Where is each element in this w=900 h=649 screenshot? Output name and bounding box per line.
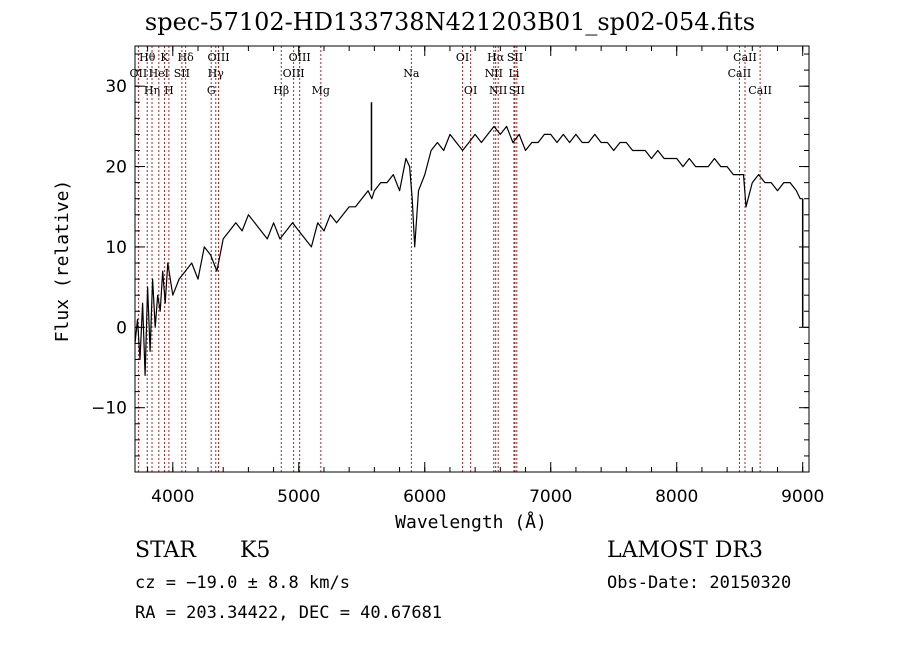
- line-label: NII: [489, 84, 507, 97]
- line-label: K: [160, 51, 169, 64]
- x-tick-label: 7000: [529, 487, 572, 507]
- x-tick-label: 6000: [403, 487, 446, 507]
- line-label: OIII: [283, 67, 305, 80]
- line-label: SII: [509, 84, 525, 97]
- line-label: Na: [403, 67, 420, 80]
- line-label: SII: [507, 51, 523, 64]
- line-label: Hθ: [139, 51, 156, 64]
- x-tick-label: 4000: [151, 487, 194, 507]
- x-tick-label: 8000: [655, 487, 698, 507]
- object-class: STAR: [135, 538, 196, 563]
- line-label: Hγ: [208, 67, 225, 80]
- line-label: OIII: [207, 51, 229, 64]
- y-tick-label: 0: [116, 318, 127, 338]
- line-label: OII: [130, 67, 148, 80]
- plot-frame: [134, 45, 810, 473]
- line-label: Hη: [144, 84, 160, 97]
- x-axis-label: Wavelength (Å): [395, 511, 547, 533]
- line-label: H: [164, 84, 174, 97]
- line-label: Hα: [487, 51, 505, 64]
- ra-dec-coordinates: RA = 203.34422, DEC = 40.67681: [135, 603, 443, 623]
- line-label: NII: [485, 67, 503, 80]
- y-tick-label: 30: [105, 77, 127, 97]
- object-subclass: K5: [240, 538, 271, 563]
- x-tick-label: 5000: [277, 487, 320, 507]
- y-axis-label: Flux (relative): [52, 180, 73, 343]
- redshift-velocity: cz = −19.0 ± 8.8 km/s: [135, 573, 350, 593]
- line-label: G: [207, 84, 216, 97]
- spectrum-series-line: [134, 125, 803, 377]
- line-label: CaII: [748, 84, 772, 97]
- line-label: Hβ: [273, 84, 289, 97]
- line-label: Mg: [312, 84, 330, 97]
- x-tick-label: 9000: [781, 487, 824, 507]
- line-label: OI: [456, 51, 469, 64]
- line-label: Li: [509, 67, 520, 80]
- y-tick-label: 20: [105, 158, 127, 178]
- y-tick-label: 10: [105, 238, 127, 258]
- line-label: SII: [174, 67, 190, 80]
- line-label: CaII: [733, 51, 757, 64]
- line-label: OI: [464, 84, 477, 97]
- line-label: HeI: [149, 67, 169, 80]
- line-label: Hδ: [178, 51, 195, 64]
- y-tick-label: −10: [91, 399, 127, 419]
- line-label: CaII: [728, 67, 752, 80]
- line-label: OIII: [289, 51, 311, 64]
- survey-name: LAMOST DR3: [607, 538, 763, 563]
- observation-date: Obs-Date: 20150320: [607, 573, 792, 593]
- chart-title: spec-57102-HD133738N421203B01_sp02-054.f…: [144, 8, 756, 36]
